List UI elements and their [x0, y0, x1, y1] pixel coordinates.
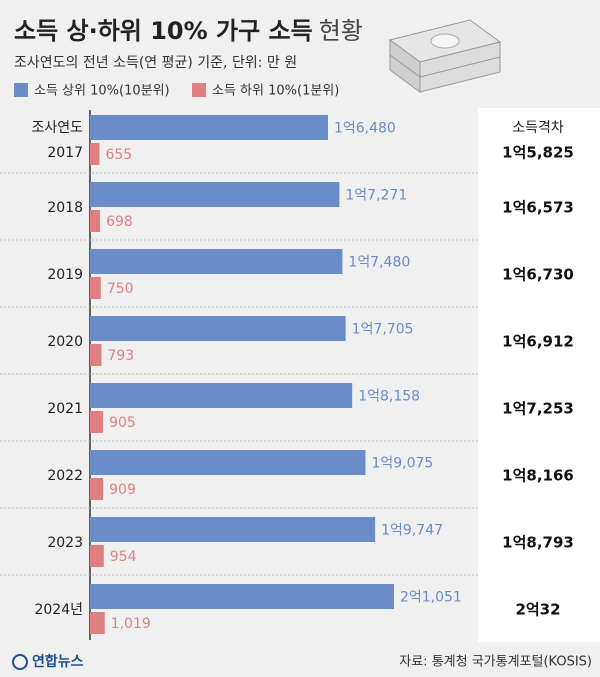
- bar: [90, 115, 328, 140]
- gap-value: 2억32: [515, 601, 560, 619]
- gap-value: 1억5,825: [502, 144, 574, 162]
- bar: [90, 344, 102, 366]
- gap-column-bg: [478, 108, 600, 642]
- category-label: 2022: [47, 468, 83, 484]
- gap-value: 1억6,730: [502, 266, 574, 284]
- legend-swatch: [14, 83, 28, 97]
- value-label: 1억9,075: [371, 456, 433, 472]
- bar: [90, 450, 366, 475]
- category-label: 2018: [47, 200, 83, 216]
- value-label: 909: [109, 482, 136, 498]
- category-label: 2021: [47, 401, 83, 417]
- value-label: 1억6,480: [334, 121, 396, 137]
- value-label: 954: [110, 549, 137, 565]
- bar: [90, 383, 353, 408]
- value-label: 1억9,747: [381, 523, 443, 539]
- bar: [90, 182, 340, 207]
- value-label: 2억1,051: [400, 590, 462, 606]
- legend-label: 소득 상위 10%(10분위): [34, 84, 170, 99]
- value-label: 905: [109, 415, 136, 431]
- chart-title: 소득 상·하위 10% 가구 소득 현황: [14, 17, 363, 45]
- value-label: 655: [105, 147, 132, 163]
- bar: [90, 316, 346, 341]
- axis-label: 조사연도: [31, 120, 83, 136]
- category-label: 2017: [47, 145, 83, 161]
- title-main: 소득 상·하위 10% 가구 소득: [14, 17, 313, 45]
- source: 자료: 통계청 국가통계포털(KOSIS): [399, 655, 592, 670]
- bar: [90, 517, 376, 542]
- gap-value: 1억7,253: [502, 400, 574, 418]
- bar: [90, 584, 394, 609]
- value-label: 1억7,480: [348, 255, 410, 271]
- value-label: 1,019: [111, 616, 151, 632]
- title-suffix: 현황: [319, 17, 363, 45]
- category-label: 2019: [47, 267, 83, 283]
- bar: [90, 612, 105, 634]
- money-icon: [388, 19, 502, 93]
- category-label: 2020: [47, 334, 83, 350]
- legend-swatch: [192, 83, 206, 97]
- gap-value: 1억8,793: [502, 534, 574, 552]
- value-label: 1억7,271: [345, 188, 407, 204]
- value-label: 1억8,158: [358, 389, 420, 405]
- bar: [90, 210, 101, 232]
- gap-value: 1억8,166: [502, 467, 574, 485]
- bar: [90, 411, 104, 433]
- logo-mark: [12, 654, 28, 670]
- value-label: 793: [107, 348, 134, 364]
- bar: [90, 478, 104, 500]
- logo: 연합뉴스: [32, 653, 84, 670]
- bar: [90, 277, 101, 299]
- bar: [90, 143, 100, 165]
- legend-label: 소득 하위 10%(1분위): [212, 84, 339, 99]
- bar: [90, 249, 343, 274]
- value-label: 698: [106, 214, 133, 230]
- gap-value: 1억6,912: [502, 333, 574, 351]
- value-label: 1억7,705: [352, 322, 414, 338]
- subtitle: 조사연도의 전년 소득(연 평균) 기준, 단위: 만 원: [14, 55, 297, 71]
- bar: [90, 545, 104, 567]
- category-label: 2023: [47, 535, 83, 551]
- value-label: 750: [107, 281, 134, 297]
- gap-value: 1억6,573: [502, 199, 574, 217]
- gap-header: 소득격차: [512, 120, 564, 136]
- category-label: 2024년: [34, 602, 83, 618]
